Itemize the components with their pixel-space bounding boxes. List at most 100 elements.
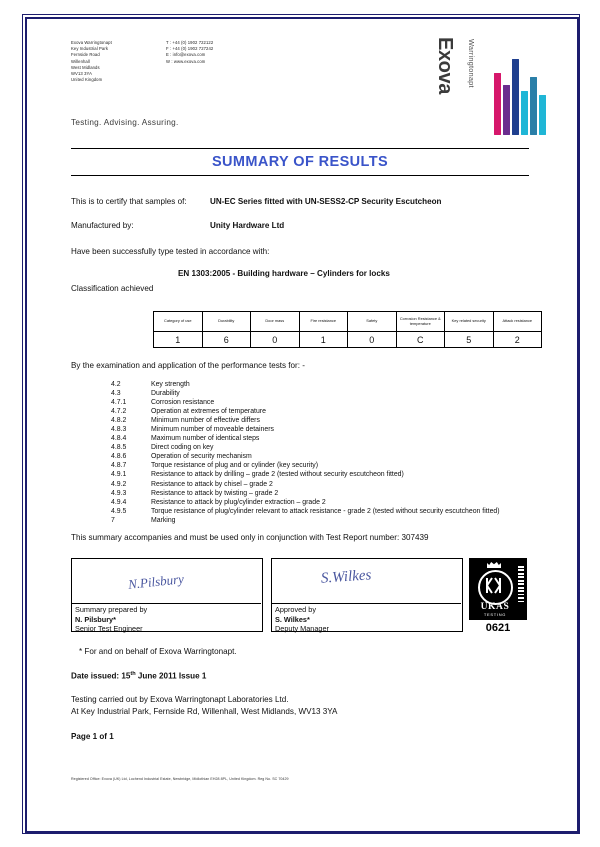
address-line: West Midlands: [71, 64, 100, 70]
list-item: 4.9.1 Resistance to attack by drilling – …: [111, 470, 500, 479]
list-item-number: 4.8.3: [111, 426, 127, 434]
list-item: 4.9.4 Resistance to attack by plug/cylind…: [111, 498, 500, 507]
list-item-label: Key strength: [151, 381, 190, 388]
table-header-cell: Category of use: [153, 311, 203, 332]
testing-location-line-2: At Key Industrial Park, Fernside Rd, Wil…: [71, 707, 338, 716]
title-rule-bottom: [71, 175, 529, 177]
list-item: 4.8.7 Torque resistance of plug and or cy…: [111, 461, 500, 470]
address-line: WV13 3YA: [71, 71, 92, 77]
list-item-number: 4.2: [111, 381, 121, 388]
company-tagline: Testing. Advising. Assuring.: [71, 118, 179, 127]
contact-fax: F : +44 (0) 1902 727242: [166, 46, 214, 52]
table-value-cell: 6: [201, 331, 251, 348]
list-item-label: Maximum number of identical steps: [151, 435, 260, 443]
list-item-number: 4.7.2: [111, 408, 127, 416]
testing-location-line-1: Testing carried out by Exova Warringtona…: [71, 695, 289, 704]
signature-box-prepared: [71, 558, 263, 632]
list-item-number: 4.3: [111, 390, 121, 398]
address-line: Willenhall: [71, 58, 90, 64]
signature-name: N. Pilsbury*: [75, 614, 116, 624]
list-item-number: 7: [111, 516, 115, 524]
list-item: 4.8.5 Direct coding on key: [111, 443, 500, 452]
ukas-number: 0621: [485, 622, 511, 634]
ukas-submark: TESTING: [483, 611, 507, 617]
list-item: 4.7.2 Operation at extremes of temperatur…: [111, 407, 500, 416]
list-item: 7 Marking: [111, 516, 500, 525]
table-header-row: Category of use Durability Door mass Fir…: [153, 311, 542, 332]
table-value-row: 1 6 0 1 0 C 5 2: [153, 331, 542, 348]
list-item-number: 4.9.2: [111, 480, 127, 488]
table-value-cell: 2: [492, 331, 542, 348]
logo-bar: [503, 85, 510, 135]
table-header-cell: Attack resistance: [492, 311, 542, 332]
list-item-label: Resistance to attack by chisel – grade 2: [151, 480, 273, 488]
table-header-cell: Fire resistance: [298, 311, 348, 332]
title-rule-top: [71, 148, 529, 150]
list-item-label: Minimum number of effective differs: [151, 417, 260, 425]
classification-table: Category of use Durability Door mass Fir…: [153, 311, 542, 348]
table-header-cell: Safety: [347, 311, 397, 332]
tests-intro: By the examination and application of th…: [71, 361, 305, 370]
ukas-accreditation-logo: UKAS TESTING: [469, 558, 527, 620]
ukas-logo-inner: UKAS TESTING: [472, 560, 516, 618]
list-item: 4.8.2 Minimum number of effective differs: [111, 416, 500, 425]
performance-test-list: 4.2 Key strength 4.3 Durability 4.7.1 Corro…: [111, 380, 500, 525]
page-border-inner: [25, 17, 579, 833]
list-item-label: Corrosion resistance: [151, 399, 215, 407]
classification-label: Classification achieved: [71, 284, 154, 293]
list-item: 4.3 Durability: [111, 389, 500, 398]
list-item-number: 4.9.3: [111, 489, 127, 497]
table-header-cell: Corrosion Resistance & temperature: [395, 311, 445, 332]
registered-office-note: Registered Office: Exova (UK) Ltd, Loche…: [71, 777, 289, 781]
list-item: 4.8.6 Operation of security mechanism: [111, 452, 500, 461]
list-item-number: 4.8.6: [111, 453, 127, 461]
page-number: Page 1 of 1: [71, 732, 114, 741]
list-item-label: Durability: [151, 390, 180, 398]
contact-website: W : www.exova.com: [166, 58, 206, 64]
table-value-cell: 0: [347, 331, 397, 348]
tested-label: Have been successfully type tested in ac…: [71, 247, 270, 256]
signature-role-label: Approved by: [275, 605, 316, 614]
address-line: United Kingdom: [71, 77, 103, 83]
list-item: 4.2 Key strength: [111, 380, 500, 389]
contact-phone: T : +44 (0) 1902 722122: [166, 40, 214, 45]
list-item-label: Operation at extremes of temperature: [151, 408, 266, 416]
list-item-number: 4.9.4: [111, 498, 127, 506]
table-value-cell: C: [395, 331, 445, 348]
ukas-ring: [478, 570, 513, 605]
crown-icon: [487, 562, 501, 568]
signature-caption-approved: Approved by S. Wilkes* Deputy Manager: [275, 605, 329, 634]
logo-bar: [521, 91, 528, 135]
list-item-number: 4.9.5: [111, 507, 127, 515]
logo-bar: [530, 77, 537, 135]
ukas-tick-marks: [518, 566, 524, 606]
date-issued: Date issued: 15th June 2011 Issue 1: [71, 671, 206, 681]
signature-divider-prepared: [71, 603, 261, 604]
list-item: 4.7.1 Corrosion resistance: [111, 398, 500, 407]
date-prefix: Date issued: 15: [71, 671, 131, 681]
list-item-number: 4.8.5: [111, 444, 127, 452]
exova-logo: Exova Warringtonapt: [428, 33, 558, 143]
signature-title: Senior Test Engineer: [75, 624, 143, 634]
ukas-wordmark: UKAS: [480, 602, 510, 612]
list-item-label: Marking: [151, 516, 176, 524]
page-title: SUMMARY OF RESULTS: [211, 154, 389, 170]
list-item-number: 4.7.1: [111, 399, 127, 407]
standard-reference: EN 1303:2005 - Building hardware – Cylin…: [178, 269, 390, 278]
date-ordinal: th: [130, 671, 136, 677]
behalf-note: * For and on behalf of Exova Warringtona…: [79, 647, 237, 656]
list-item: 4.8.4 Maximum number of identical steps: [111, 434, 500, 443]
list-item-label: Resistance to attack by plug/cylinder ex…: [151, 498, 326, 506]
signature-caption-prepared: Summary prepared by N. Pilsbury* Senior …: [75, 605, 147, 634]
address-line: Exova Warringtonapt: [71, 40, 112, 45]
table-header-cell: Door mass: [250, 311, 300, 332]
logo-wordmark: Exova: [434, 37, 456, 94]
signature-role-label: Summary prepared by: [75, 605, 148, 614]
table-value-cell: 5: [444, 331, 494, 348]
signature-box-approved: [271, 558, 463, 632]
list-item-label: Operation of security mechanism: [151, 453, 252, 461]
list-item-number: 4.8.4: [111, 435, 127, 443]
certify-label: This is to certify that samples of:: [71, 197, 187, 206]
ukas-monogram-icon: [486, 577, 501, 594]
